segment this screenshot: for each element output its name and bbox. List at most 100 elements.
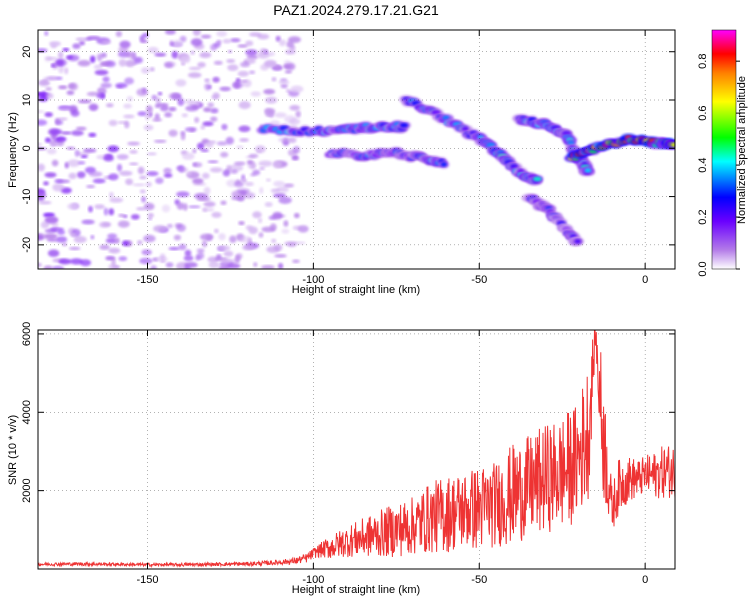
noise-blob [45, 87, 52, 91]
noise-blob [200, 233, 214, 241]
colorbar-gradient [711, 29, 737, 270]
noise-blob [103, 155, 114, 162]
noise-blob [190, 38, 203, 47]
noise-blob [92, 178, 106, 184]
noise-blob [254, 145, 266, 154]
noise-blob [221, 257, 232, 263]
noise-blob [269, 223, 277, 232]
noise-blob [136, 207, 147, 211]
noise-blob [267, 51, 275, 57]
noise-blob [137, 111, 148, 117]
noise-blob [108, 247, 121, 254]
noise-blob [65, 55, 74, 60]
spectrogram-y-axis-label: Frequency (Hz) [7, 112, 19, 188]
x-tick-label: -150 [136, 274, 158, 286]
noise-blob [172, 39, 183, 48]
noise-blob [38, 142, 43, 147]
noise-blob [139, 257, 153, 265]
noise-blob [191, 105, 198, 109]
colorbar-ticks: 0.0 0.2 0.4 0.6 0.8 [697, 54, 740, 277]
noise-blob [55, 58, 68, 67]
noise-blob [250, 91, 261, 97]
noise-blob [68, 83, 76, 89]
noise-blob [176, 191, 190, 198]
y-tick-label: -20 [21, 237, 33, 253]
noise-blob [192, 178, 204, 185]
noise-blob [139, 175, 147, 180]
noise-blob [149, 67, 155, 72]
noise-blob [108, 119, 118, 127]
noise-blob [40, 221, 50, 229]
noise-blob [246, 58, 256, 64]
noise-blob [226, 59, 236, 63]
noise-blob [259, 187, 264, 194]
noise-blob [204, 83, 212, 91]
noise-blob [58, 106, 72, 112]
noise-blob [117, 220, 130, 228]
noise-blob [223, 250, 234, 257]
noise-blob [75, 37, 87, 42]
noise-blob [284, 70, 292, 74]
noise-blob [291, 156, 300, 161]
noise-blob [180, 55, 191, 64]
noise-blob [56, 179, 71, 184]
noise-blob [62, 47, 70, 52]
y-tick-label: 20 [21, 46, 33, 58]
noise-blob [249, 70, 256, 75]
noise-blob [220, 200, 227, 205]
noise-blob [283, 64, 292, 69]
noise-blob [56, 236, 68, 243]
signal-blob [440, 162, 447, 167]
noise-blob [178, 243, 187, 251]
noise-blob [263, 88, 276, 95]
noise-blob [43, 181, 49, 186]
noise-blob [188, 205, 201, 209]
noise-blob [145, 112, 150, 121]
noise-blob [45, 76, 58, 81]
noise-blob [76, 171, 86, 179]
noise-blob [273, 193, 286, 198]
noise-blob [129, 150, 138, 154]
noise-blob [259, 48, 268, 54]
noise-blob [237, 79, 248, 83]
noise-blob [45, 57, 58, 60]
noise-blob [220, 151, 229, 158]
noise-blob [132, 183, 146, 187]
noise-blob [88, 171, 103, 177]
noise-blob [238, 125, 251, 133]
colorbar-tick-label: 0.4 [697, 157, 709, 172]
noise-blob [221, 123, 228, 131]
noise-blob [146, 171, 159, 177]
noise-blob [293, 212, 300, 219]
snr-panel: -150 -100 -50 0 2000 4000 6000 Height of stra… [7, 322, 676, 596]
noise-blob [72, 43, 81, 49]
noise-blob [192, 30, 201, 36]
noise-blob [214, 228, 219, 234]
colorbar-tick-label: 0.0 [697, 261, 709, 276]
noise-blob [200, 34, 212, 39]
noise-blob [152, 118, 163, 122]
noise-blob [283, 220, 289, 227]
noise-blob [58, 85, 68, 90]
noise-blob [168, 129, 178, 137]
noise-blob [175, 79, 187, 87]
noise-blob [124, 120, 130, 129]
noise-blob [245, 40, 254, 47]
noise-blob [265, 96, 278, 104]
noise-blob [94, 69, 109, 76]
noise-blob [274, 112, 287, 118]
noise-blob [252, 211, 262, 219]
noise-blob [107, 145, 119, 153]
noise-blob [123, 114, 135, 119]
noise-blob [122, 240, 129, 247]
snr-y-ticks: 2000 4000 6000 [21, 322, 675, 503]
x-tick-label: -100 [302, 274, 324, 286]
noise-blob [108, 263, 119, 269]
noise-blob [197, 62, 206, 68]
noise-blob [70, 232, 76, 237]
noise-blob [51, 265, 65, 269]
noise-blob [286, 40, 295, 49]
y-tick-label: 4000 [21, 400, 33, 424]
